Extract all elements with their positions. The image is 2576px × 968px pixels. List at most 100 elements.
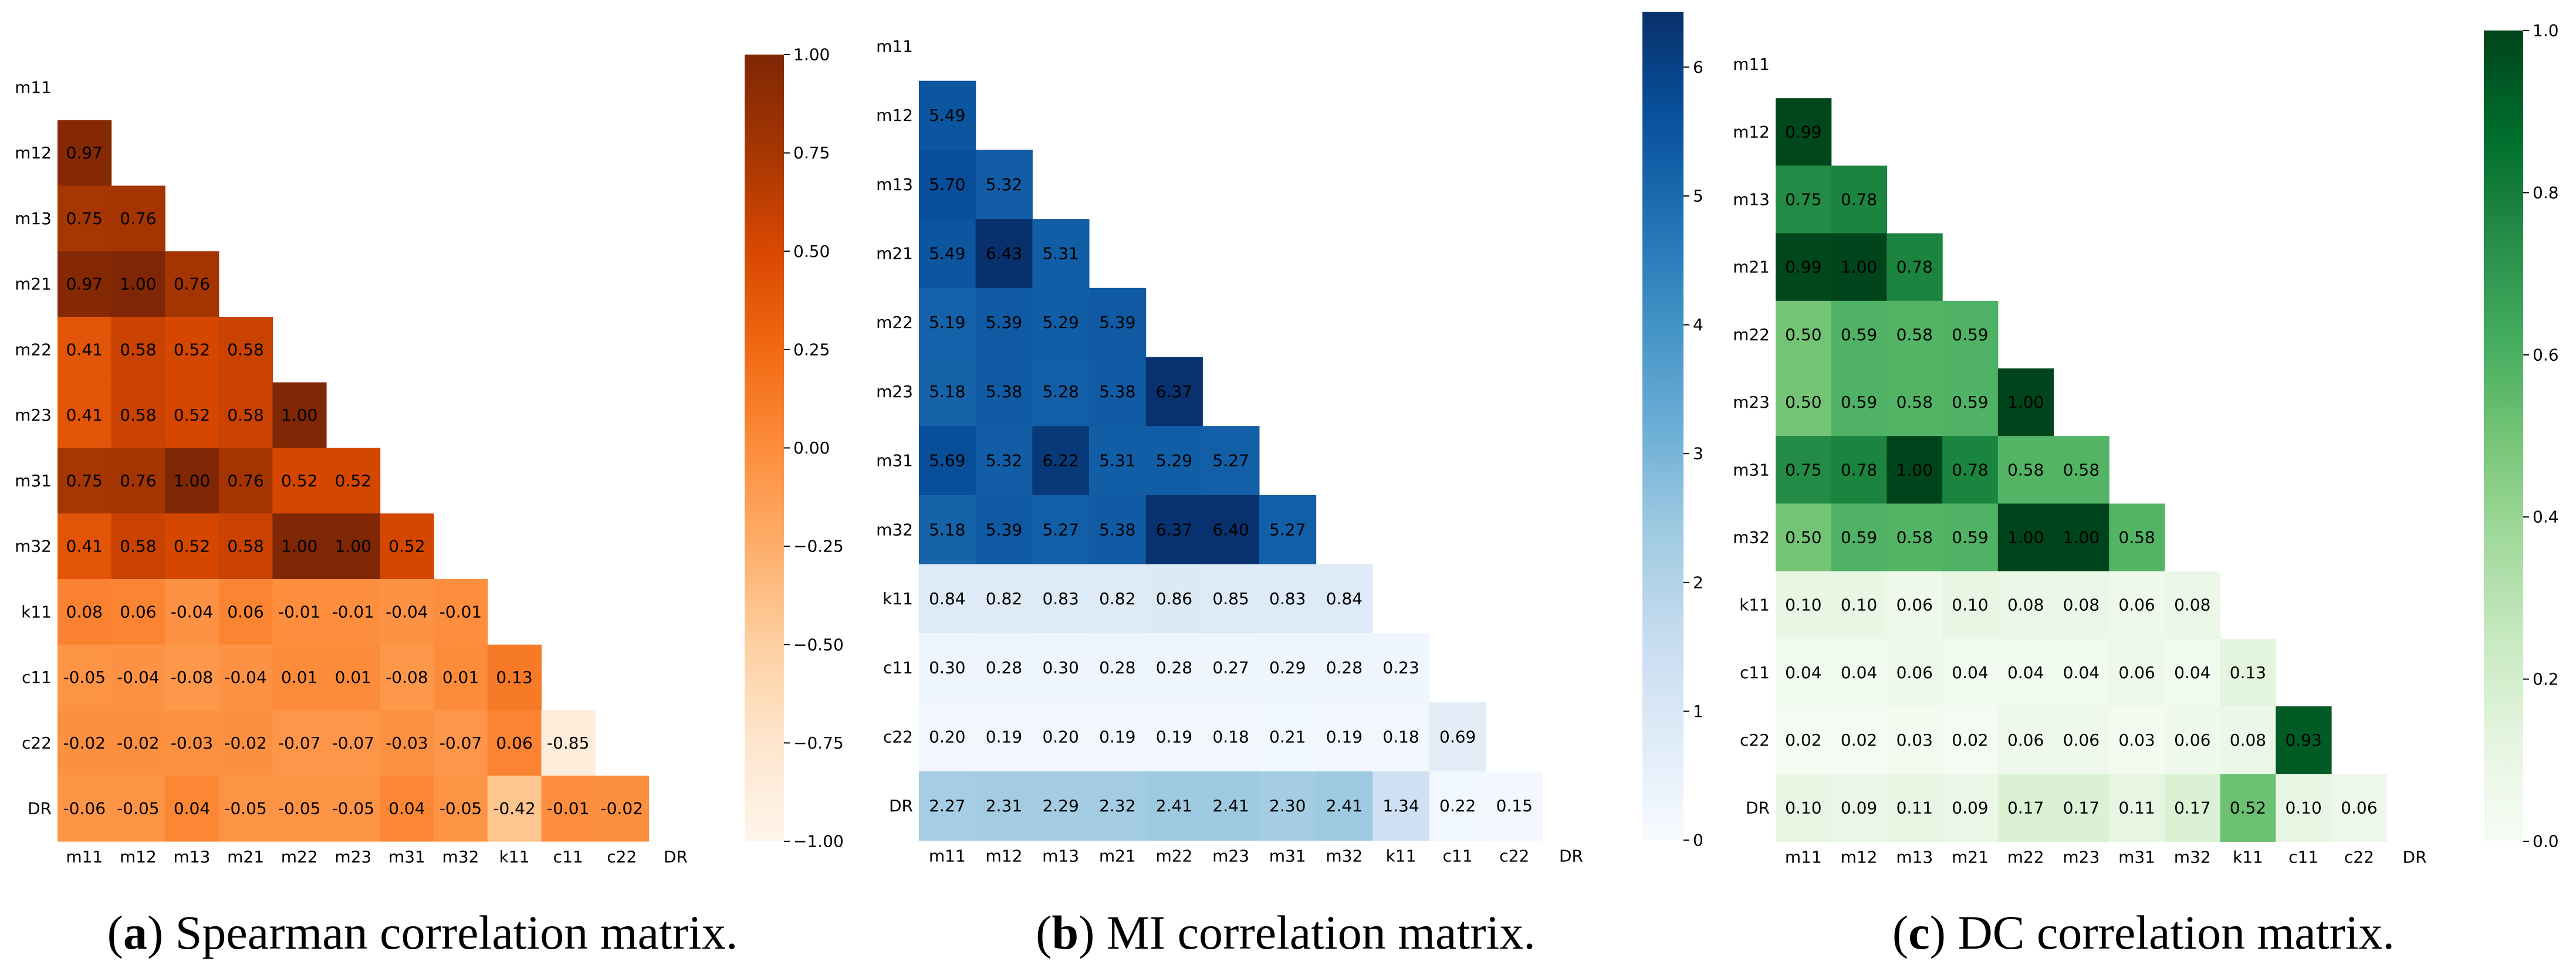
heatmap-cell-c22-m12 bbox=[975, 702, 1033, 772]
cell-annotation-dr-m12: 2.31 bbox=[986, 796, 1022, 815]
colorbar-tick-label: 0.2 bbox=[2533, 669, 2559, 689]
heatmap-cell-k11-m23 bbox=[326, 579, 381, 645]
heatmap-cell-m22-m12 bbox=[111, 317, 165, 383]
cell-annotation-m32-m21: 5.38 bbox=[1099, 520, 1135, 539]
cell-annotation-k11-m13: -0.04 bbox=[171, 602, 213, 621]
cell-annotation-c11-m32: 0.28 bbox=[1326, 658, 1363, 678]
heatmap-cell-c22-m22 bbox=[1145, 702, 1203, 772]
heatmap-cell-k11-m12 bbox=[1831, 571, 1887, 639]
cell-annotation-c11-m11: -0.05 bbox=[63, 668, 106, 687]
x-tick-label-m21: m21 bbox=[1952, 847, 1989, 867]
cell-annotation-m13-m12: 0.78 bbox=[1841, 190, 1877, 209]
y-tick-label-m32: m32 bbox=[876, 520, 913, 539]
cell-annotation-m31-m12: 0.76 bbox=[120, 471, 156, 490]
y-tick-label-m31: m31 bbox=[876, 451, 913, 471]
y-tick-label-c11: c11 bbox=[1740, 663, 1770, 682]
colorbar-tick-label: 4 bbox=[1693, 315, 1703, 334]
x-tick-label-m21: m21 bbox=[1099, 846, 1136, 865]
cell-annotation-m21-m13: 5.31 bbox=[1042, 243, 1079, 263]
heatmap-cell-m21-m11 bbox=[1776, 233, 1832, 302]
cell-annotation-k11-m22: 0.08 bbox=[2007, 595, 2044, 615]
heatmap-cell-m32-m31 bbox=[380, 513, 434, 580]
cell-annotation-dr-m32: -0.05 bbox=[440, 799, 482, 818]
y-tick-label-m32: m32 bbox=[1733, 528, 1770, 547]
cell-annotation-dr-m21: 2.32 bbox=[1099, 796, 1135, 815]
heatmap-cell-m21-m11 bbox=[58, 251, 112, 317]
heatmap-cell-dr-m12 bbox=[975, 771, 1033, 841]
heatmap-cell-k11-m23 bbox=[1202, 564, 1260, 634]
cell-annotation-m12-m11: 5.49 bbox=[929, 106, 965, 125]
cell-annotation-c11-k11: 0.13 bbox=[496, 668, 532, 687]
heatmap-cell-m31-m21 bbox=[1942, 436, 1999, 504]
cell-annotation-dr-m13: 2.29 bbox=[1042, 796, 1079, 815]
cell-annotation-c22-m13: -0.03 bbox=[171, 733, 213, 753]
heatmap-cell-m23-m11 bbox=[58, 382, 112, 449]
heatmap-cell-c22-m23 bbox=[2053, 706, 2110, 774]
cell-annotation-m23-m21: 0.59 bbox=[1952, 392, 1988, 412]
x-tick-label-m32: m32 bbox=[1326, 846, 1363, 865]
heatmap-cell-dr-m13 bbox=[165, 776, 219, 842]
cell-annotation-c11-m23: 0.04 bbox=[2063, 663, 2100, 682]
colorbar-tick-label: 0.00 bbox=[793, 438, 830, 458]
caption-text: ) DC correlation matrix. bbox=[1929, 906, 2395, 959]
cell-annotation-dr-m22: 0.17 bbox=[2007, 798, 2044, 817]
caption-open: ( bbox=[1892, 906, 1909, 959]
y-tick-label-m13: m13 bbox=[876, 175, 913, 194]
x-tick-label-m13: m13 bbox=[1042, 846, 1079, 865]
heatmap-cell-c22-m32 bbox=[1316, 702, 1373, 772]
heatmap-cell-c11-m12 bbox=[975, 633, 1033, 703]
colorbar-tick-label: 1.0 bbox=[2533, 21, 2559, 40]
cell-annotation-dr-m11: 2.27 bbox=[929, 796, 965, 815]
cell-annotation-m32-m13: 0.58 bbox=[1896, 528, 1933, 547]
heatmap-cell-c22-m23 bbox=[326, 710, 381, 776]
heatmap-cell-c22-m31 bbox=[2109, 706, 2165, 774]
heatmap-cell-c11-k11 bbox=[487, 644, 542, 711]
heatmap-cell-dr-m32 bbox=[2164, 774, 2221, 842]
cell-annotation-m12-m11: 0.97 bbox=[66, 143, 103, 163]
cell-annotation-c22-m22: 0.19 bbox=[1156, 727, 1192, 746]
heatmap-cell-dr-c22 bbox=[595, 776, 650, 842]
cell-annotation-dr-m21: 0.09 bbox=[1952, 798, 1988, 817]
cell-annotation-k11-m23: -0.01 bbox=[332, 602, 374, 621]
y-tick-label-m31: m31 bbox=[1733, 460, 1770, 479]
cell-annotation-m21-m11: 0.97 bbox=[66, 275, 103, 294]
cell-annotation-dr-m23: -0.05 bbox=[332, 799, 374, 818]
heatmap-cell-c22-m12 bbox=[1831, 706, 1887, 774]
cell-annotation-m32-m11: 5.18 bbox=[929, 520, 965, 539]
heatmap-cell-k11-m11 bbox=[919, 564, 976, 634]
heatmap-cell-m22-m12 bbox=[1831, 300, 1887, 369]
y-tick-label-m21: m21 bbox=[876, 243, 913, 263]
cell-annotation-k11-m32: 0.84 bbox=[1326, 589, 1363, 608]
heatmap-cell-c11-m31 bbox=[380, 644, 434, 711]
colorbar-group: 6 5 4 3 2 1 0 bbox=[1642, 12, 1703, 850]
cell-annotation-m23-m11: 5.18 bbox=[929, 382, 965, 401]
colorbar-group: 1.0 0.8 0.6 0.4 0.2 0.0 bbox=[2484, 21, 2559, 851]
heatmap-cell-m31-m22 bbox=[1145, 426, 1203, 496]
heatmap-cell-m31-m11 bbox=[58, 448, 112, 514]
cell-annotation-c11-m21: 0.04 bbox=[1952, 663, 1988, 682]
heatmap-cell-m12-m11 bbox=[58, 120, 112, 187]
heatmap-cell-dr-m12 bbox=[1831, 774, 1887, 842]
cell-annotation-m32-m22: 6.37 bbox=[1156, 520, 1192, 539]
colorbar-tick-label: 6 bbox=[1693, 57, 1703, 77]
heatmap-cell-m32-m21 bbox=[1088, 495, 1147, 565]
cell-annotation-m22-m12: 0.58 bbox=[120, 340, 156, 359]
heatmap-cell-k11-m31 bbox=[380, 579, 434, 645]
y-tick-label-m22: m22 bbox=[15, 340, 52, 359]
x-tick-label-c11: c11 bbox=[1443, 846, 1473, 865]
heatmap-cell-c11-m32 bbox=[1316, 633, 1373, 703]
colorbar-tick-label: 3 bbox=[1693, 444, 1703, 463]
heatmap-cell-k11-m13 bbox=[1032, 564, 1090, 634]
cell-annotation-m32-m13: 5.27 bbox=[1042, 520, 1079, 539]
heatmap-cell-m13-m11 bbox=[1776, 165, 1832, 234]
heatmap-cell-m32-m12 bbox=[1831, 503, 1887, 572]
caption-open: ( bbox=[107, 906, 123, 959]
heatmap-cell-m31-m21 bbox=[218, 448, 273, 514]
y-tick-labels: m11 m12 m13 m21 m22 m23 m31 m32 k11 c11 c22 DR bbox=[876, 36, 913, 815]
x-tick-label-m12: m12 bbox=[986, 846, 1023, 865]
cell-annotation-m23-m13: 0.58 bbox=[1896, 392, 1933, 412]
heatmap-cell-c11-m22 bbox=[1145, 633, 1203, 703]
cell-annotation-m31-m21: 0.78 bbox=[1952, 460, 1988, 479]
cell-annotation-m21-m12: 1.00 bbox=[1841, 258, 1877, 277]
cell-annotation-k11-m21: 0.10 bbox=[1952, 595, 1988, 615]
